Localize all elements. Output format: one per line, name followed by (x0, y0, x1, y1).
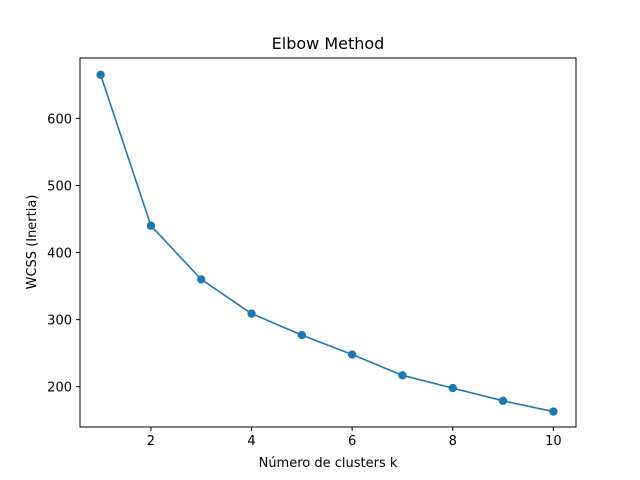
x-tick-label: 8 (449, 434, 457, 449)
data-point (96, 70, 105, 79)
y-tick-label: 500 (47, 179, 72, 194)
y-tick-label: 200 (47, 381, 72, 396)
data-point (146, 221, 156, 230)
y-tick-label: 300 (47, 314, 72, 329)
chart-title: Elbow Method (272, 34, 385, 53)
x-tick-label: 10 (545, 434, 562, 449)
x-tick-label: 6 (348, 434, 356, 449)
data-point (247, 309, 256, 318)
data-point (347, 350, 357, 359)
plot-frame (79, 57, 577, 428)
x-axis: 2 4 6 8 10 (147, 427, 562, 449)
data-point (448, 383, 457, 393)
data-point (549, 407, 558, 416)
x-tick-label: 2 (147, 434, 155, 449)
data-point (398, 371, 407, 380)
data-point (498, 396, 508, 406)
x-axis-label: Número de clusters k (259, 456, 398, 471)
y-tick-label: 600 (47, 112, 72, 127)
data-point (297, 330, 307, 340)
series-line (99, 74, 554, 413)
y-axis-label: WCSS (Inertia) (25, 195, 40, 290)
x-tick-label: 4 (247, 434, 255, 449)
y-tick-label: 400 (47, 247, 72, 262)
data-point (197, 275, 206, 284)
plot-area: 2 4 6 8 10 200 300 400 500 600 (47, 57, 577, 449)
series-group (96, 70, 558, 416)
y-axis: 200 300 400 500 600 (47, 112, 80, 396)
